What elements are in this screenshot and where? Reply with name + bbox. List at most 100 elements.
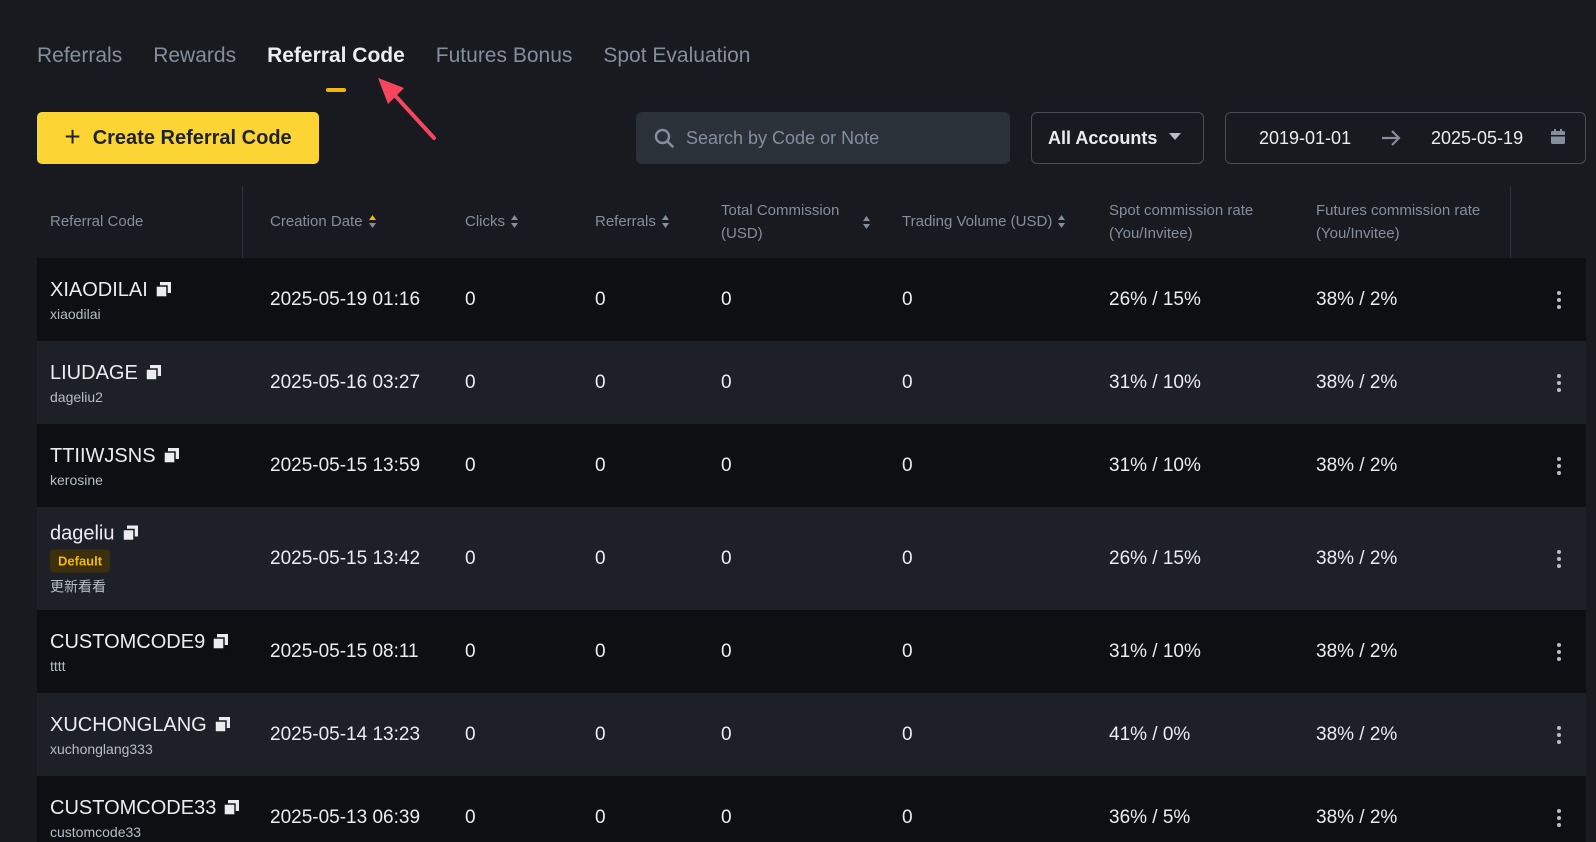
clicks-cell: 0 <box>465 806 476 828</box>
date-range-picker[interactable]: 2019-01-01 2025-05-19 <box>1225 112 1586 164</box>
creation-date-cell: 2025-05-19 01:16 <box>270 288 421 310</box>
table-row: XIAODILAI xiaodilai 2025-05-19 01:16 0 0 0 0 26… <box>37 258 1586 341</box>
referral-code-cell: CUSTOMCODE9 tttt <box>50 630 229 674</box>
sort-icon[interactable] <box>511 215 518 228</box>
header-clicks[interactable]: Clicks <box>465 210 518 233</box>
tab-bar: Referrals Rewards Referral Code Futures … <box>37 40 750 86</box>
date-end[interactable]: 2025-05-19 <box>1431 128 1524 148</box>
tab-futures-bonus[interactable]: Futures Bonus <box>435 44 573 67</box>
sort-icon[interactable] <box>661 215 669 228</box>
futures-commission-rate-cell: 38% / 2% <box>1316 288 1398 310</box>
referral-code: XIAODILAI <box>50 278 171 302</box>
more-options-icon[interactable] <box>1552 725 1566 745</box>
header-creation-date[interactable]: Creation Date <box>270 210 376 233</box>
spot-commission-rate-cell: 31% / 10% <box>1109 371 1201 393</box>
clicks-cell: 0 <box>465 371 476 393</box>
referral-code-cell: TTIIWJSNS kerosine <box>50 444 179 488</box>
trading-volume-cell: 0 <box>902 454 913 476</box>
more-options-icon[interactable] <box>1552 642 1566 662</box>
referral-note: 更新看看 <box>50 578 106 594</box>
more-options-icon[interactable] <box>1552 290 1566 310</box>
tab-referral-code[interactable]: Referral Code <box>267 40 405 86</box>
futures-commission-rate-cell: 38% / 2% <box>1316 723 1398 745</box>
referral-code-text: XUCHONGLANG <box>50 713 207 736</box>
total-commission-cell: 0 <box>721 806 732 828</box>
creation-date-cell: 2025-05-15 13:42 <box>270 547 421 569</box>
referral-code-cell: LIUDAGE dageliu2 <box>50 361 161 405</box>
header-referral-code: Referral Code <box>50 213 144 230</box>
spot-commission-rate-cell: 41% / 0% <box>1109 723 1191 745</box>
date-start[interactable]: 2019-01-01 <box>1259 128 1352 148</box>
sort-icon[interactable] <box>368 215 376 228</box>
referrals-cell: 0 <box>595 547 606 569</box>
copy-icon[interactable] <box>224 800 240 815</box>
referral-note: kerosine <box>50 471 103 488</box>
total-commission-cell: 0 <box>721 288 732 310</box>
total-commission-cell: 0 <box>721 547 732 569</box>
sort-icon[interactable] <box>863 215 870 229</box>
more-options-icon[interactable] <box>1552 549 1566 569</box>
copy-icon[interactable] <box>122 525 138 541</box>
referrals-cell: 0 <box>595 288 606 310</box>
trading-volume-cell: 0 <box>902 547 913 569</box>
creation-date-cell: 2025-05-13 06:39 <box>270 806 421 828</box>
referrals-cell: 0 <box>595 371 606 393</box>
header-futures-commission-rate: Futures commission rate (You/Invitee) <box>1316 202 1481 242</box>
create-referral-code-button[interactable]: + Create Referral Code <box>37 112 319 164</box>
futures-commission-rate-cell: 38% / 2% <box>1316 547 1398 569</box>
referral-code-text: LIUDAGE <box>50 361 138 384</box>
tab-spot-evaluation[interactable]: Spot Evaluation <box>603 44 751 67</box>
arrow-right-icon <box>1382 130 1401 146</box>
table-row: dageliu Default 更新看看 2025-05-15 13:42 0 0 0 0 26… <box>37 507 1586 610</box>
trading-volume-cell: 0 <box>902 371 913 393</box>
futures-commission-rate-cell: 38% / 2% <box>1316 640 1398 662</box>
total-commission-cell: 0 <box>721 454 732 476</box>
trading-volume-cell: 0 <box>902 640 913 662</box>
header-trading-volume[interactable]: Trading Volume (USD) <box>902 210 1066 233</box>
search-input[interactable] <box>686 127 986 149</box>
more-options-icon[interactable] <box>1552 808 1566 828</box>
referral-note: xiaodilai <box>50 305 101 322</box>
header-total-commission[interactable]: Total Commission (USD) <box>721 199 881 245</box>
table-header: Referral Code Creation Date Clicks Refer… <box>37 188 1586 258</box>
tab-rewards[interactable]: Rewards <box>153 44 237 67</box>
create-referral-code-label: Create Referral Code <box>92 126 292 149</box>
referral-code-cell: dageliu Default 更新看看 <box>50 521 138 596</box>
referral-note: tttt <box>50 657 66 674</box>
copy-icon[interactable] <box>163 448 179 463</box>
header-referrals[interactable]: Referrals <box>595 210 669 233</box>
account-select-value: All Accounts <box>1048 127 1158 148</box>
referral-code: XUCHONGLANG <box>50 713 230 737</box>
copy-icon[interactable] <box>214 717 230 732</box>
search-box[interactable] <box>636 112 1010 164</box>
copy-icon[interactable] <box>145 365 161 380</box>
caret-down-icon <box>1169 133 1181 140</box>
tab-referrals[interactable]: Referrals <box>37 44 123 67</box>
calendar-icon[interactable] <box>1549 128 1567 146</box>
creation-date-cell: 2025-05-16 03:27 <box>270 371 421 393</box>
table-row: XUCHONGLANG xuchonglang333 2025-05-14 13:2… <box>37 693 1586 776</box>
more-options-icon[interactable] <box>1552 373 1566 393</box>
sort-icon[interactable] <box>1058 215 1066 228</box>
referral-code-text: CUSTOMCODE9 <box>50 630 206 653</box>
referral-note: customcode33 <box>50 823 142 840</box>
futures-commission-rate-cell: 38% / 2% <box>1316 454 1398 476</box>
copy-icon[interactable] <box>213 634 229 649</box>
spot-commission-rate-cell: 31% / 10% <box>1109 454 1201 476</box>
spot-commission-rate-cell: 26% / 15% <box>1109 288 1201 310</box>
table-row: TTIIWJSNS kerosine 2025-05-15 13:59 0 0 0 0 31%… <box>37 424 1586 507</box>
clicks-cell: 0 <box>465 547 476 569</box>
more-options-icon[interactable] <box>1552 456 1566 476</box>
copy-icon[interactable] <box>155 282 171 297</box>
referral-note: dageliu2 <box>50 388 103 405</box>
trading-volume-cell: 0 <box>902 288 913 310</box>
futures-commission-rate-cell: 38% / 2% <box>1316 371 1398 393</box>
futures-commission-rate-cell: 38% / 2% <box>1316 806 1398 828</box>
spot-commission-rate-cell: 36% / 5% <box>1109 806 1191 828</box>
referral-code-text: XIAODILAI <box>50 278 148 301</box>
total-commission-cell: 0 <box>721 723 732 745</box>
referrals-cell: 0 <box>595 454 606 476</box>
account-select[interactable]: All Accounts <box>1031 112 1204 164</box>
referral-code-cell: CUSTOMCODE33 customcode33 <box>50 796 240 840</box>
